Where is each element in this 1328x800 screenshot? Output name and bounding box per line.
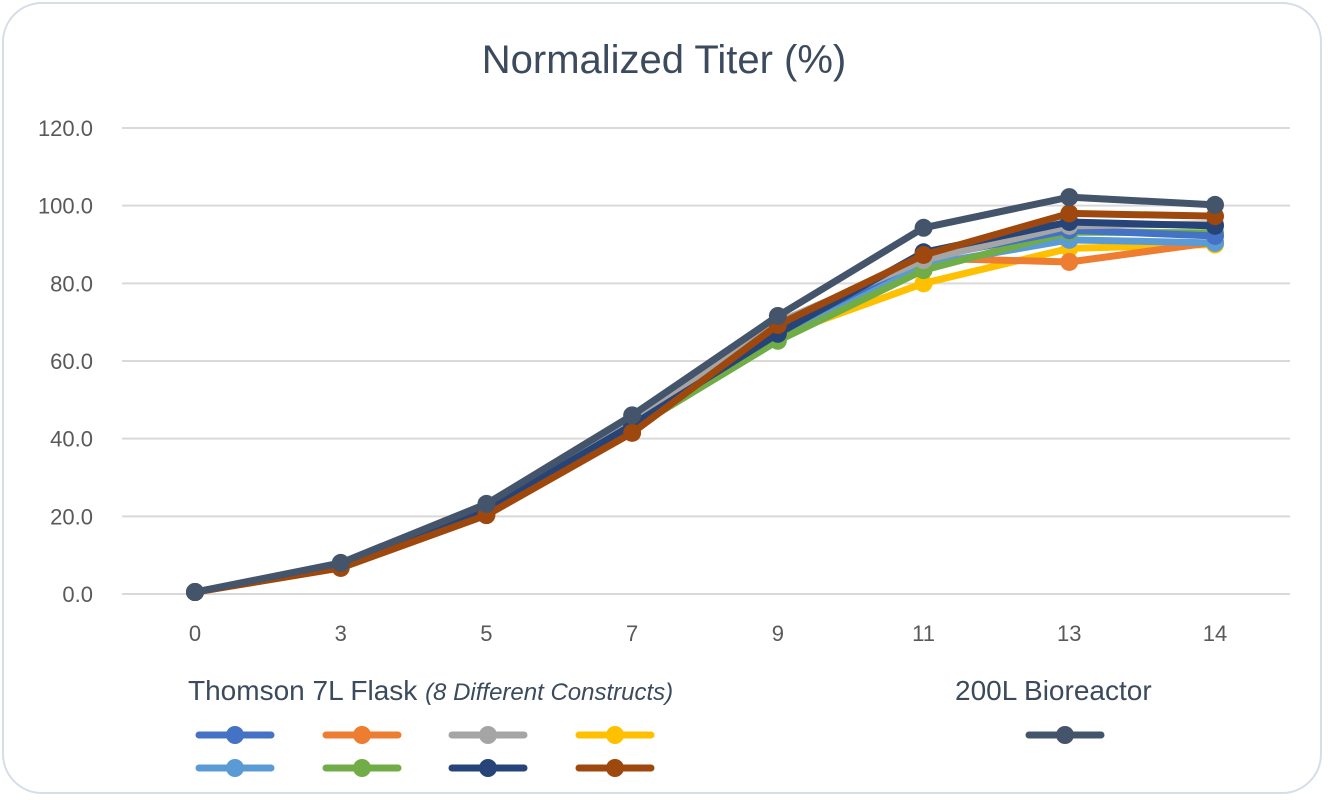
- x-tick-label: 14: [1203, 621, 1227, 646]
- series-line: [194, 226, 1216, 596]
- chart-title: Normalized Titer (%): [482, 38, 847, 82]
- y-tick-label: 0.0: [62, 582, 93, 607]
- legend-swatch-marker: [226, 759, 244, 777]
- data-point: [477, 494, 496, 513]
- y-tick-label: 100.0: [38, 194, 93, 219]
- data-point: [1060, 252, 1079, 271]
- series-5: [186, 223, 1224, 602]
- series-line: [194, 241, 1216, 596]
- y-tick-label: 60.0: [50, 349, 93, 374]
- data-point: [331, 553, 350, 572]
- x-tick-label: 9: [772, 621, 784, 646]
- legend-item: [448, 759, 528, 777]
- x-tick-label: 5: [480, 621, 492, 646]
- legend-swatch-marker: [226, 726, 244, 744]
- legend-item: [575, 759, 655, 777]
- x-tick-label: 3: [335, 621, 347, 646]
- series-line: [194, 236, 1216, 596]
- legend-item: [195, 726, 275, 744]
- data-point: [768, 306, 787, 325]
- legend-item: [575, 726, 655, 744]
- legend-flask-title: Thomson 7L Flask (8 Different Constructs…: [188, 675, 673, 706]
- series-line: [194, 209, 1216, 596]
- legend-swatch-marker: [1056, 726, 1074, 744]
- y-tick-label: 40.0: [50, 427, 93, 452]
- series-line: [194, 228, 1216, 596]
- series-6: [186, 212, 1224, 602]
- x-tick-label: 7: [626, 621, 638, 646]
- data-point: [914, 245, 933, 264]
- series-1: [186, 233, 1224, 602]
- data-point: [623, 406, 642, 425]
- data-point: [1206, 195, 1224, 214]
- legend-item: [195, 759, 275, 777]
- series-line: [194, 238, 1216, 596]
- legend-item: [448, 726, 528, 744]
- legend-swatch-marker: [606, 759, 624, 777]
- y-tick-label: 80.0: [50, 271, 93, 296]
- legend-swatch-marker: [353, 726, 371, 744]
- legend-item: [1025, 726, 1105, 744]
- series-2: [186, 214, 1224, 602]
- y-tick-label: 120.0: [38, 116, 93, 141]
- series-3: [186, 235, 1224, 602]
- x-tick-label: 11: [912, 621, 935, 646]
- legend-swatch-marker: [353, 759, 371, 777]
- data-point: [186, 583, 204, 602]
- legend-bioreactor-title: 200L Bioreactor: [955, 675, 1152, 706]
- data-point: [623, 423, 642, 442]
- series-4: [186, 230, 1224, 602]
- series-line: [194, 193, 1216, 596]
- legend-item: [322, 726, 402, 744]
- legend-item: [322, 759, 402, 777]
- data-point: [914, 218, 933, 237]
- series-line: [194, 220, 1216, 596]
- legend-swatch-marker: [606, 726, 624, 744]
- legend-swatch-marker: [479, 726, 497, 744]
- series-line: [194, 218, 1216, 596]
- x-tick-label: 0: [189, 621, 201, 646]
- series-8: [186, 188, 1224, 602]
- x-tick-label: 13: [1057, 621, 1081, 646]
- legend-swatch-marker: [479, 759, 497, 777]
- data-point: [914, 274, 933, 293]
- y-tick-label: 20.0: [50, 504, 93, 529]
- data-point: [1060, 188, 1079, 207]
- series-0: [186, 221, 1224, 602]
- data-point: [1060, 204, 1079, 223]
